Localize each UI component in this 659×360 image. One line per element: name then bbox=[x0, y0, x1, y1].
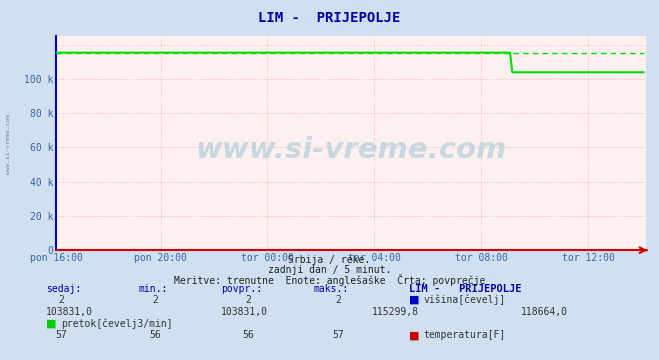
Text: www.si-vreme.com: www.si-vreme.com bbox=[195, 135, 507, 163]
Text: sedaj:: sedaj: bbox=[46, 284, 81, 294]
Text: pretok[čevelj3/min]: pretok[čevelj3/min] bbox=[61, 318, 173, 329]
Text: Srbija / reke.: Srbija / reke. bbox=[289, 255, 370, 265]
Text: 2: 2 bbox=[245, 295, 250, 305]
Text: 2: 2 bbox=[152, 295, 158, 305]
Text: LIM -  PRIJEPOLJE: LIM - PRIJEPOLJE bbox=[258, 11, 401, 25]
Text: temperatura[F]: temperatura[F] bbox=[424, 330, 506, 341]
Text: 57: 57 bbox=[332, 330, 344, 341]
Text: 2: 2 bbox=[59, 295, 64, 305]
Text: 57: 57 bbox=[55, 330, 67, 341]
Text: zadnji dan / 5 minut.: zadnji dan / 5 minut. bbox=[268, 265, 391, 275]
Text: LIM -   PRIJEPOLJE: LIM - PRIJEPOLJE bbox=[409, 284, 521, 294]
Text: ■: ■ bbox=[409, 330, 419, 341]
Text: 103831,0: 103831,0 bbox=[46, 307, 93, 317]
Text: www.si-vreme.com: www.si-vreme.com bbox=[6, 114, 11, 174]
Text: višina[čevelj]: višina[čevelj] bbox=[424, 294, 506, 305]
Text: 103831,0: 103831,0 bbox=[221, 307, 268, 317]
Text: maks.:: maks.: bbox=[313, 284, 348, 294]
Text: 56: 56 bbox=[242, 330, 254, 341]
Text: 115299,8: 115299,8 bbox=[372, 307, 419, 317]
Text: ■: ■ bbox=[46, 319, 57, 329]
Text: Meritve: trenutne  Enote: anglešaške  Črta: povprečje: Meritve: trenutne Enote: anglešaške Črta… bbox=[174, 274, 485, 286]
Text: min.:: min.: bbox=[138, 284, 168, 294]
Text: 2: 2 bbox=[335, 295, 341, 305]
Text: povpr.:: povpr.: bbox=[221, 284, 262, 294]
Text: 118664,0: 118664,0 bbox=[521, 307, 567, 317]
Text: ■: ■ bbox=[409, 295, 419, 305]
Text: 56: 56 bbox=[149, 330, 161, 341]
